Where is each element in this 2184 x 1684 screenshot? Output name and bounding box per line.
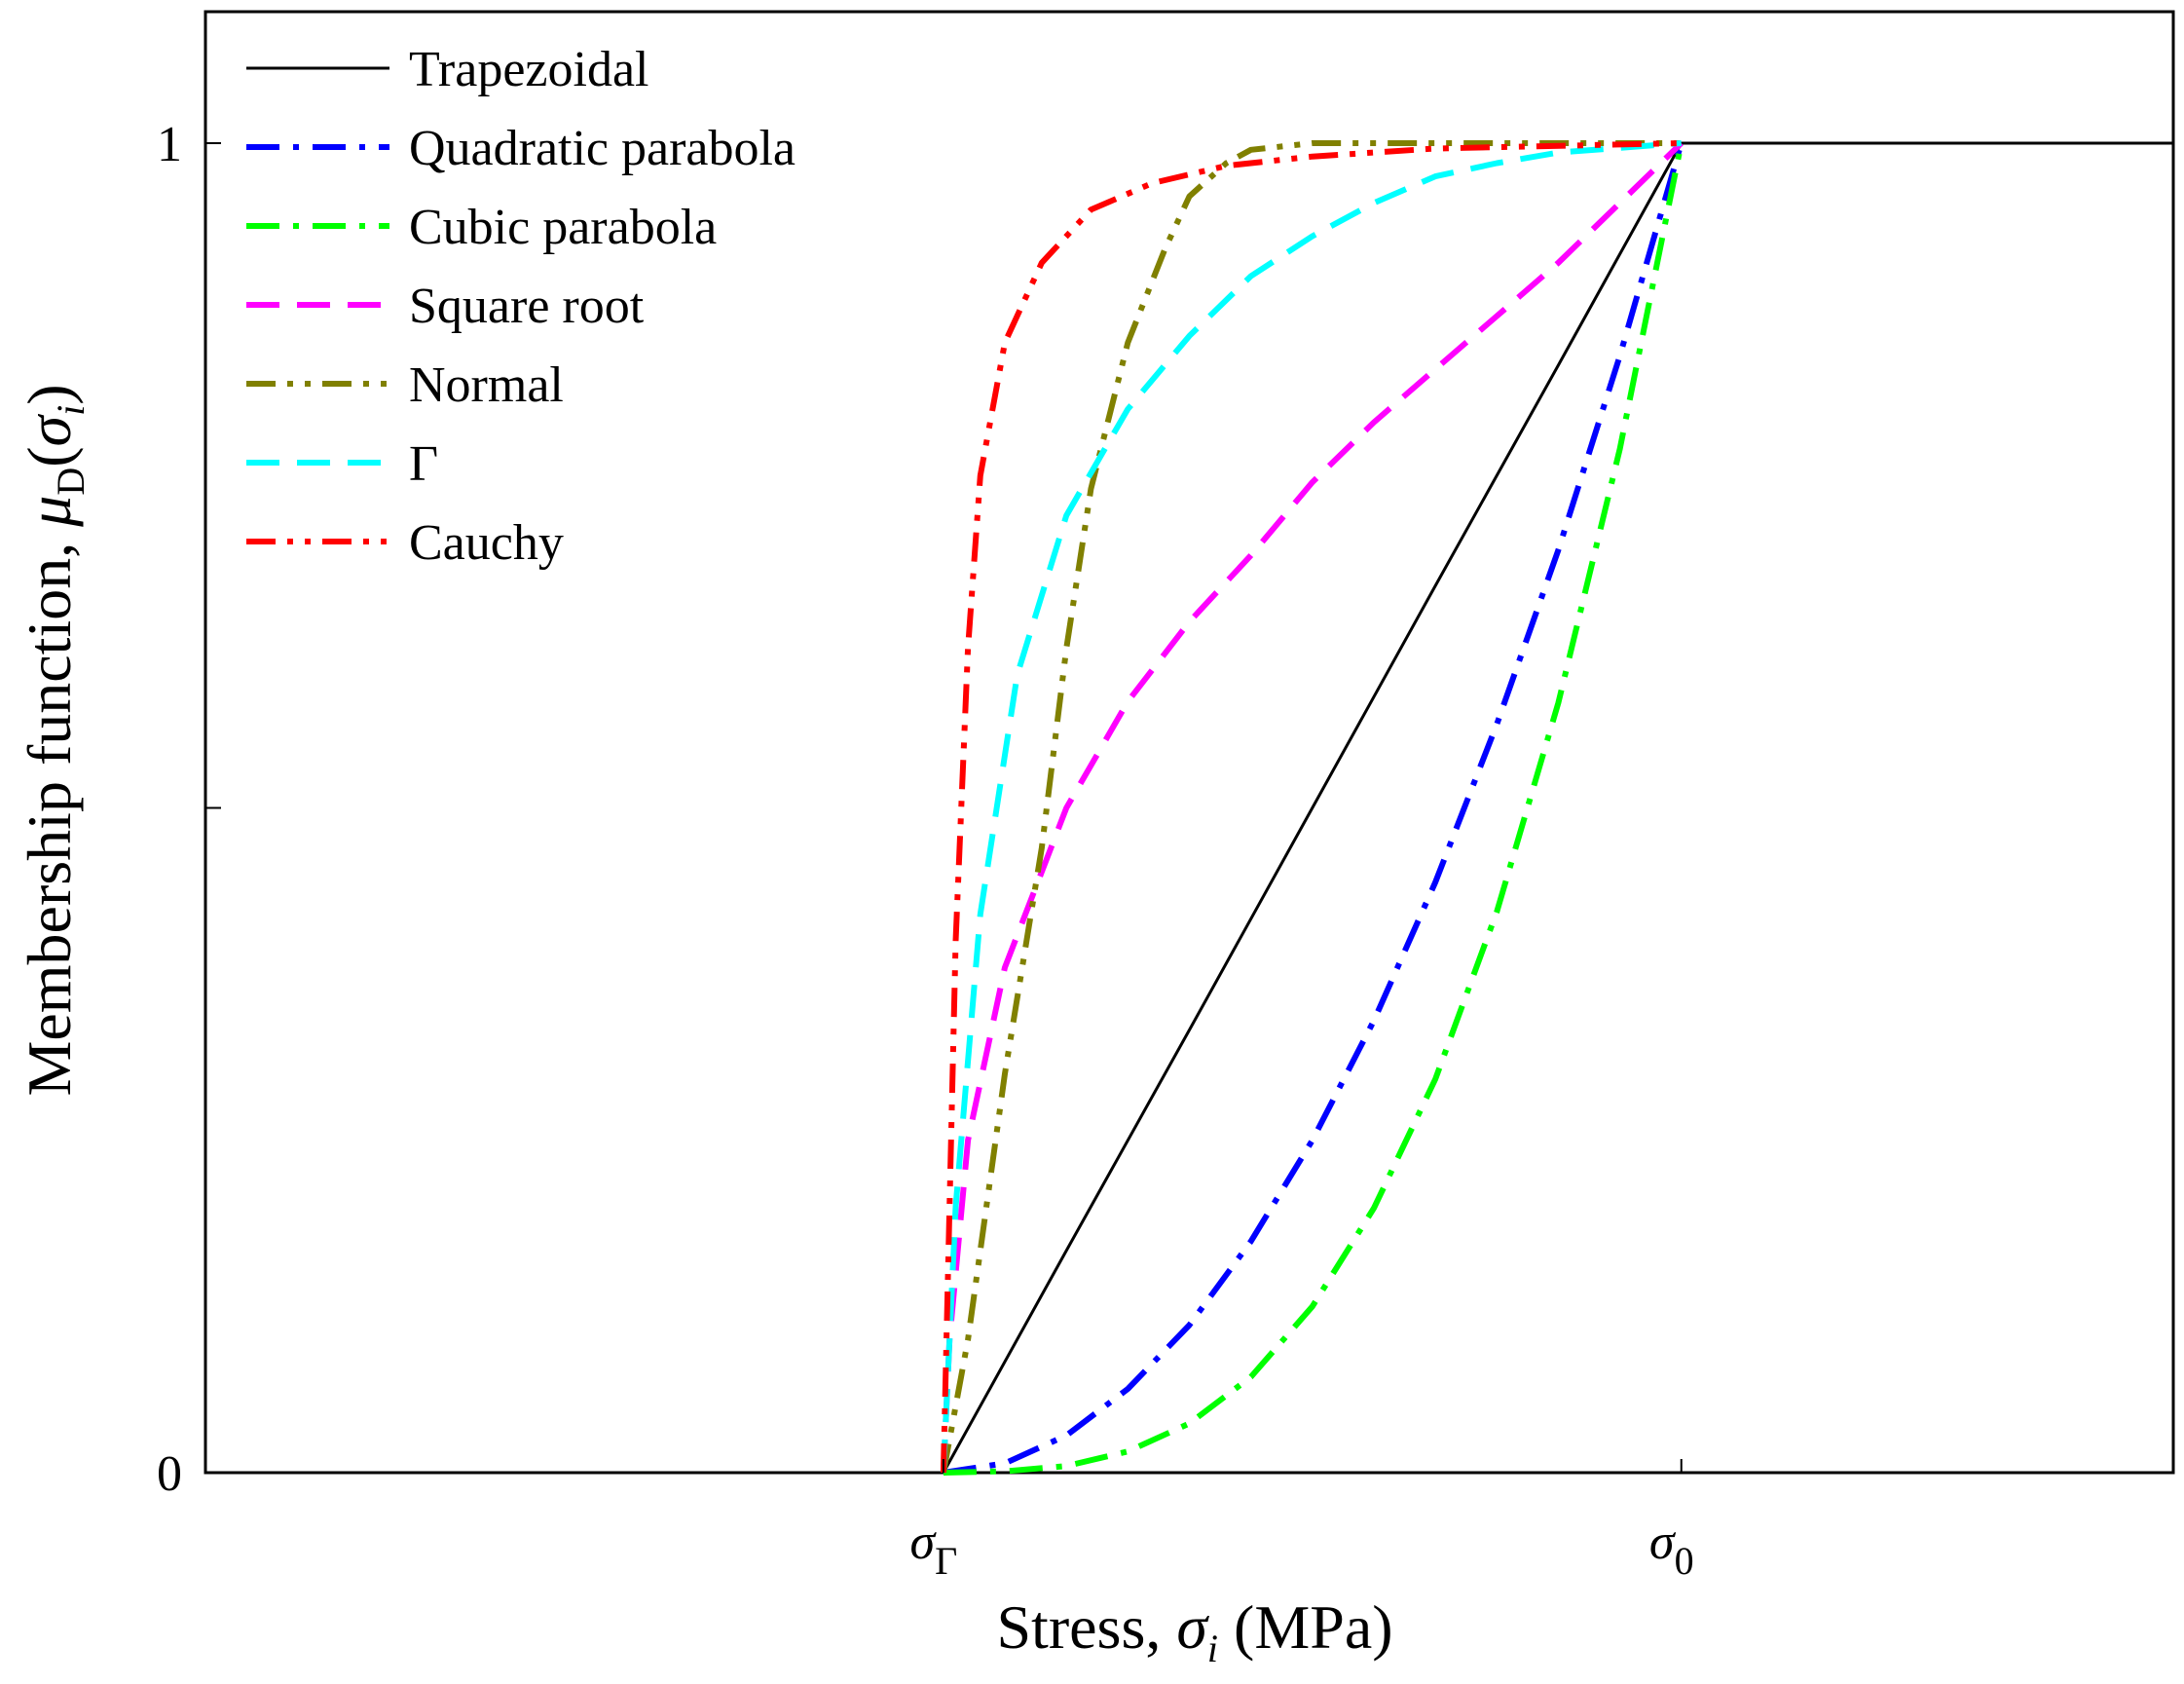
x-tick-label-1: σ0	[1649, 1515, 1694, 1583]
legend: Trapezoidal Quadratic parabola Cubic parab…	[246, 42, 796, 571]
series-line-0	[942, 141, 2173, 1474]
y-axis-title: Membership function, μD(σi)	[15, 384, 93, 1096]
legend-label-0: Trapezoidal	[409, 42, 648, 97]
series-line-4	[940, 140, 1682, 1474]
series-line-2	[943, 142, 1684, 1476]
series-line-3	[940, 140, 1684, 1474]
ticks-layer: 0 1 σΓ σ0	[157, 117, 1694, 1583]
x-tick-label-0: σΓ	[909, 1515, 957, 1583]
legend-label-1: Quadratic parabola	[409, 121, 796, 176]
y-tick-label-0: 0	[157, 1446, 182, 1502]
y-tick-label-2: 1	[157, 117, 182, 172]
series-line-6	[940, 140, 1682, 1474]
series-layer	[940, 140, 2173, 1476]
legend-label-5: Γ	[409, 436, 438, 492]
series-line-1	[943, 142, 1684, 1476]
legend-label-6: Cauchy	[409, 515, 564, 571]
legend-label-2: Cubic parabola	[409, 200, 717, 255]
legend-label-3: Square root	[409, 279, 645, 334]
x-axis-title: Stress, σi (MPa)	[996, 1592, 1392, 1670]
legend-label-4: Normal	[409, 357, 564, 413]
series-line-5	[940, 140, 1682, 1474]
